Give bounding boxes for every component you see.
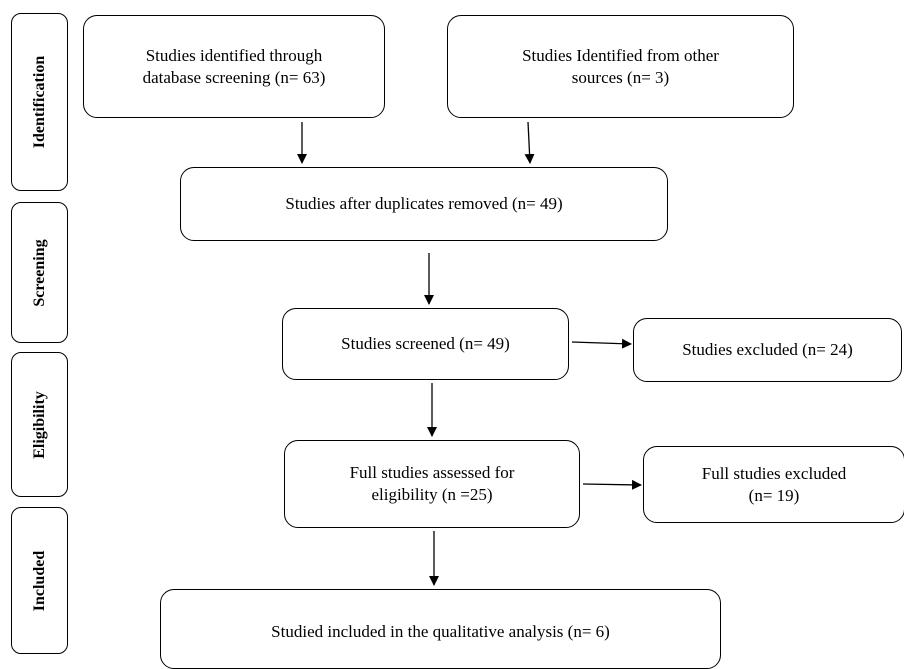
excluded-text: Studies excluded (n= 24) [682, 340, 853, 359]
arrow-screened-to-excluded [571, 338, 632, 349]
after-duplicates-text: Studies after duplicates removed (n= 49) [285, 194, 563, 213]
after-duplicates-box: Studies after duplicates removed (n= 49) [180, 167, 668, 241]
other-sources-box: Studies Identified from other sources (n… [447, 15, 794, 118]
stage-included: Included [11, 507, 68, 654]
database-studies-box: Studies identified through database scre… [83, 15, 385, 118]
arrow-other-to-duplicates [524, 121, 535, 164]
screened-text: Studies screened (n= 49) [341, 334, 510, 353]
other-sources-text: Studies Identified from other sources (n… [522, 45, 719, 87]
full-excluded-box: Full studies excluded (n= 19) [643, 446, 904, 523]
arrow-full-to-full-excluded [582, 479, 642, 490]
included-text: Studied included in the qualitative anal… [271, 622, 610, 641]
stage-eligibility: Eligibility [11, 352, 68, 497]
stage-identification: Identification [11, 13, 68, 191]
full-assessed-box: Full studies assessed for eligibility (n… [284, 440, 580, 528]
stage-screening: Screening [11, 202, 68, 343]
full-assessed-text: Full studies assessed for eligibility (n… [349, 463, 515, 504]
full-excluded-text: Full studies excluded (n= 19) [701, 463, 847, 505]
screened-box: Studies screened (n= 49) [282, 308, 569, 380]
excluded-box: Studies excluded (n= 24) [633, 318, 902, 382]
database-studies-text: Studies identified through database scre… [142, 45, 326, 87]
